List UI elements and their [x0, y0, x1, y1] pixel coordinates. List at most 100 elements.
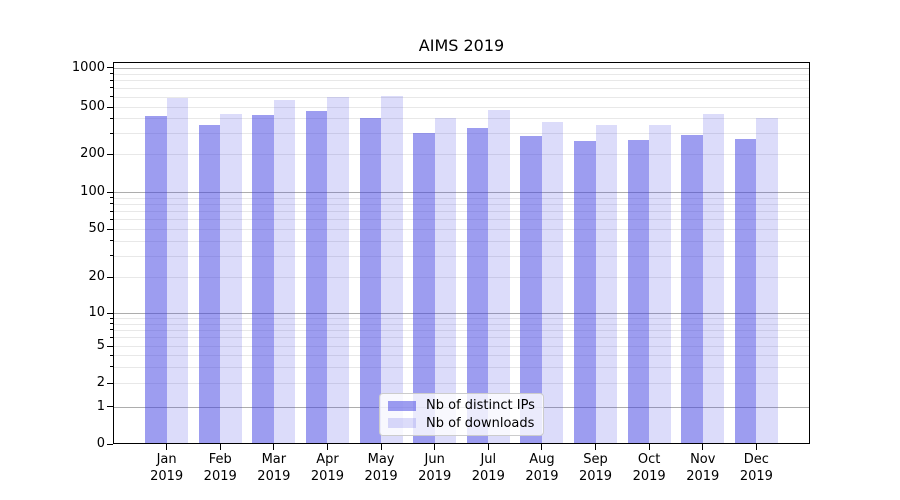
plot-area: [113, 62, 810, 444]
x-tick-label-mar: Mar 2019: [242, 451, 306, 485]
y-tick-minor: [110, 96, 113, 98]
x-tick-label-may: May 2019: [349, 451, 413, 485]
x-tick-label-year: 2019: [739, 469, 773, 484]
y-tick-minor: [110, 79, 113, 81]
gridline-minor: [113, 383, 810, 384]
gridline-minor: [113, 355, 810, 356]
x-tick-label-jan: Jan 2019: [135, 451, 199, 485]
x-tick-label-year: 2019: [310, 469, 344, 484]
bar-apr-downloads: [327, 96, 349, 444]
y-tick-minor: [110, 240, 113, 242]
bar-jan-distinct-ips: [145, 115, 167, 444]
x-tick-label-month: Jun: [424, 452, 445, 467]
x-tick: [702, 444, 704, 450]
y-tick-label: 2: [96, 375, 105, 390]
gridline-minor: [113, 219, 810, 221]
x-tick: [755, 444, 757, 450]
x-tick-label-year: 2019: [471, 469, 505, 484]
x-tick-label-month: Oct: [637, 452, 661, 467]
y-tick-label: 20: [88, 269, 105, 284]
y-tick-label: 1000: [71, 59, 105, 75]
x-tick-label-month: Aug: [529, 452, 555, 467]
gridline-minor: [113, 118, 810, 120]
bar-jun-downloads: [434, 118, 457, 444]
gridline-minor: [113, 323, 810, 325]
y-tick-minor: [110, 106, 113, 108]
y-tick-minor: [110, 197, 113, 199]
gridline-major: [113, 192, 810, 193]
gridline-minor: [113, 318, 810, 320]
x-tick-label-dec: Dec 2019: [724, 451, 788, 485]
x-tick-label-year: 2019: [686, 469, 720, 484]
y-tick-label: 50: [88, 221, 105, 236]
y-tick-minor: [110, 255, 113, 257]
bar-jun-distinct-ips: [413, 133, 435, 444]
gridline-minor: [113, 197, 810, 199]
gridline-minor: [113, 211, 810, 213]
bar-sep-downloads: [595, 124, 618, 444]
legend-item-downloads: Nb of downloads: [388, 416, 535, 431]
x-tick: [434, 444, 436, 450]
bar-nov-downloads: [702, 114, 725, 444]
y-tick-label: 0: [96, 436, 105, 451]
bar-jul-distinct-ips: [466, 127, 489, 444]
gridline-minor: [113, 73, 810, 75]
gridline-major: [113, 313, 810, 314]
y-tick-minor: [110, 73, 113, 74]
x-tick: [326, 444, 328, 450]
gridline-minor: [113, 337, 810, 339]
x-tick: [648, 444, 650, 450]
y-tick-minor: [110, 228, 113, 230]
y-tick-minor: [110, 345, 113, 347]
gridline-minor: [113, 366, 810, 368]
bar-may-downloads: [381, 96, 403, 444]
y-tick-minor: [110, 366, 113, 368]
y-tick-minor: [110, 323, 113, 325]
gridline-minor: [113, 229, 810, 230]
y-tick: [107, 191, 113, 193]
y-tick-label: 500: [80, 99, 105, 114]
x-tick-label-year: 2019: [150, 469, 184, 484]
x-tick-label-month: Feb: [208, 452, 232, 467]
gridline-minor: [113, 329, 810, 331]
x-tick-label-month: Dec: [743, 452, 769, 467]
legend: Nb of distinct IPs Nb of downloads: [379, 393, 544, 436]
x-tick: [595, 444, 597, 450]
y-tick-minor: [110, 117, 113, 119]
legend-swatch-downloads-icon: [388, 418, 416, 429]
bar-jul-downloads: [488, 109, 510, 444]
x-tick-label-apr: Apr 2019: [295, 451, 359, 485]
x-tick-label-year: 2019: [257, 469, 291, 484]
x-tick: [166, 444, 168, 450]
legend-label-downloads: Nb of downloads: [426, 415, 535, 431]
bar-may-distinct-ips: [359, 117, 382, 444]
x-tick-label-nov: Nov 2019: [671, 451, 735, 485]
gridline-minor: [113, 255, 810, 257]
y-tick-minor: [110, 276, 113, 278]
y-tick-minor: [110, 329, 113, 331]
bar-aug-distinct-ips: [520, 135, 542, 444]
x-tick-label-aug: Aug 2019: [510, 451, 574, 485]
x-tick-label-oct: Oct 2019: [617, 451, 681, 485]
y-tick: [107, 406, 113, 407]
y-tick-label: 1: [96, 398, 105, 414]
bar-mar-downloads: [273, 100, 296, 444]
y-tick: [107, 67, 113, 68]
gridline-minor: [113, 154, 810, 155]
x-tick: [541, 444, 543, 450]
legend-swatch-distinct-ips-icon: [388, 400, 416, 411]
x-tick-label-year: 2019: [632, 469, 666, 484]
x-tick: [219, 444, 221, 450]
legend-item-distinct-ips: Nb of distinct IPs: [388, 398, 535, 413]
y-tick-minor: [110, 218, 113, 220]
x-tick-label-year: 2019: [364, 469, 398, 484]
x-tick-label-month: Jan: [156, 452, 177, 467]
bar-sep-distinct-ips: [574, 141, 596, 444]
y-tick-minor: [110, 336, 113, 338]
y-tick-minor: [110, 87, 113, 89]
legend-label-distinct-ips: Nb of distinct IPs: [426, 398, 535, 414]
gridline-minor: [113, 203, 810, 205]
gridline-minor: [113, 240, 810, 242]
y-tick-label: 100: [80, 184, 105, 199]
